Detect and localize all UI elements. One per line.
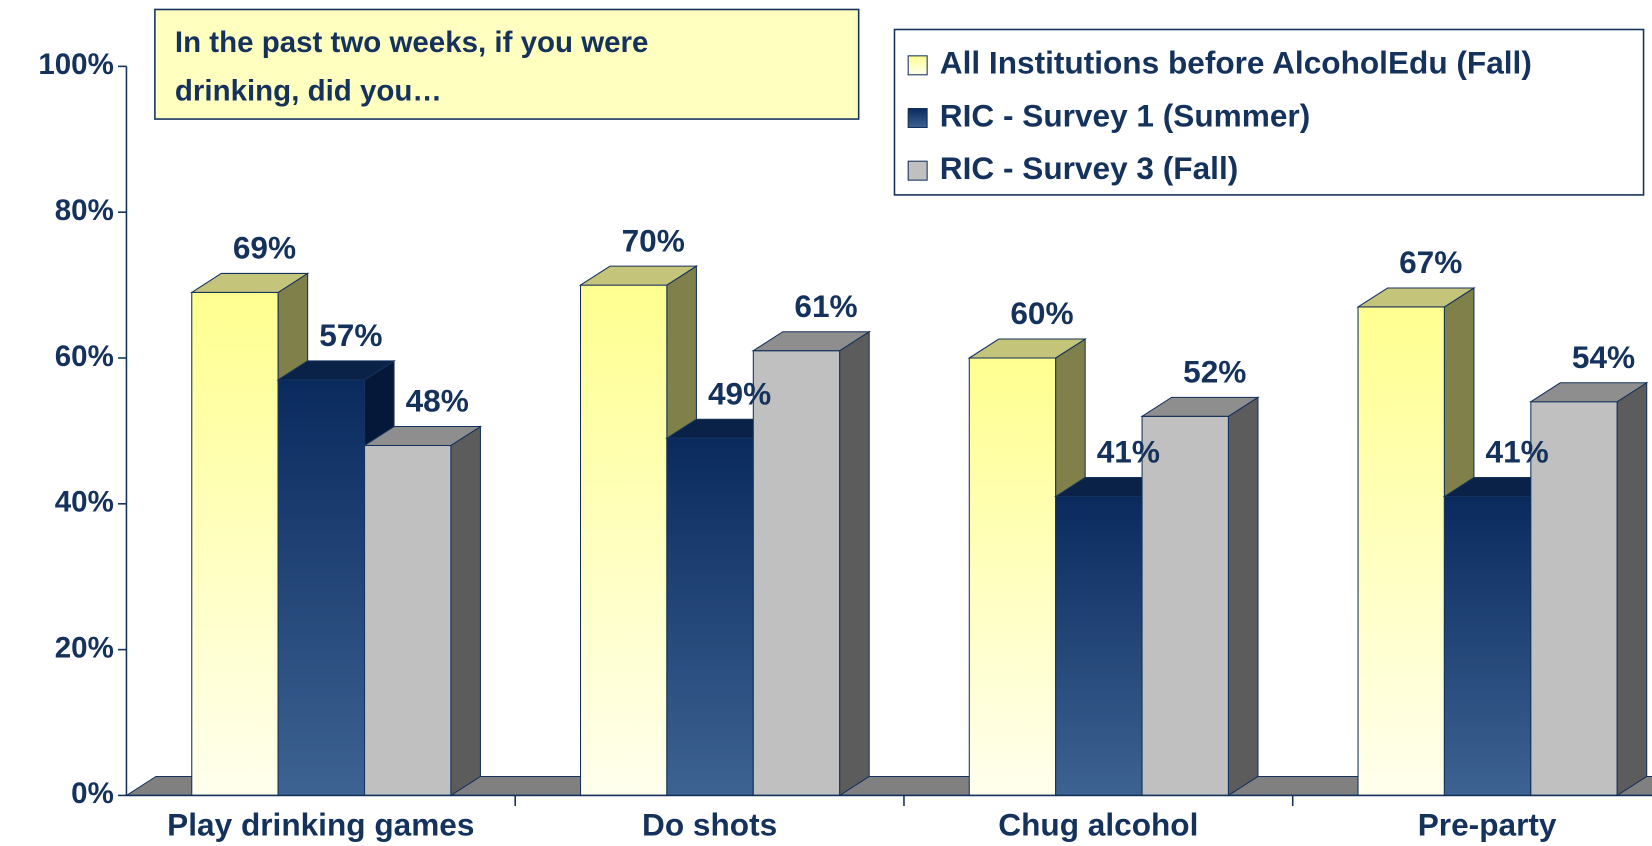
legend-swatch (907, 55, 928, 76)
x-tick-label: Chug alcohol (998, 806, 1198, 842)
y-tick-label: 0% (71, 777, 114, 810)
x-tick-label: Play drinking games (167, 806, 474, 842)
annotation: drinking, did you… (175, 75, 442, 108)
bar-side (839, 330, 870, 797)
y-tick-label: 20% (55, 631, 114, 664)
bar (1530, 401, 1618, 796)
bar (191, 291, 279, 796)
bar (277, 379, 366, 796)
bar (579, 284, 668, 796)
y-tick-label: 40% (55, 486, 114, 519)
value-label: 69% (233, 230, 296, 266)
bar-top (751, 331, 871, 352)
legend-label: RIC - Survey 3 (Fall) (940, 150, 1238, 186)
bar-top (1529, 382, 1649, 403)
bar (364, 444, 452, 796)
bar-top (276, 360, 396, 381)
bar-top (362, 425, 483, 447)
bar (1443, 495, 1532, 796)
bar-top (1356, 287, 1476, 308)
legend-box (893, 28, 1645, 196)
x-tick-label: Pre-party (1418, 806, 1557, 842)
value-label: 70% (622, 222, 685, 258)
value-label: 60% (1010, 295, 1073, 331)
value-label: 57% (319, 317, 382, 353)
bar-top (1140, 396, 1260, 417)
bar-top (967, 338, 1087, 359)
value-label: 49% (708, 375, 771, 411)
bar (752, 350, 841, 796)
bar (968, 357, 1057, 796)
bar (1141, 415, 1229, 796)
value-label: 67% (1399, 244, 1462, 280)
annotation-box (154, 8, 860, 120)
y-tick-label: 100% (38, 48, 113, 81)
bar (1055, 495, 1143, 796)
bar (666, 437, 754, 796)
bar (1357, 306, 1445, 796)
annotation: In the past two weeks, if you were (175, 26, 649, 59)
value-label: 61% (794, 288, 857, 324)
y-tick-label: 60% (55, 340, 114, 373)
bar-top (578, 265, 699, 286)
value-label: 52% (1183, 354, 1246, 390)
legend-swatch (907, 107, 928, 129)
legend-label: RIC - Survey 1 (Summer) (940, 97, 1310, 133)
bars-layer (189, 265, 1649, 797)
x-tick-label: Do shots (642, 806, 777, 842)
value-label: 41% (1097, 434, 1160, 470)
value-label: 41% (1486, 434, 1549, 470)
value-label: 48% (406, 383, 469, 419)
bar-side (450, 425, 481, 797)
bar-side (1616, 381, 1648, 797)
legend-label: All Institutions before AlcoholEdu (Fall… (940, 45, 1532, 81)
legend-swatch (907, 160, 928, 181)
bar-top (189, 272, 310, 293)
value-label: 54% (1572, 339, 1635, 375)
bar-side (1227, 396, 1259, 797)
y-tick-label: 80% (55, 194, 114, 227)
